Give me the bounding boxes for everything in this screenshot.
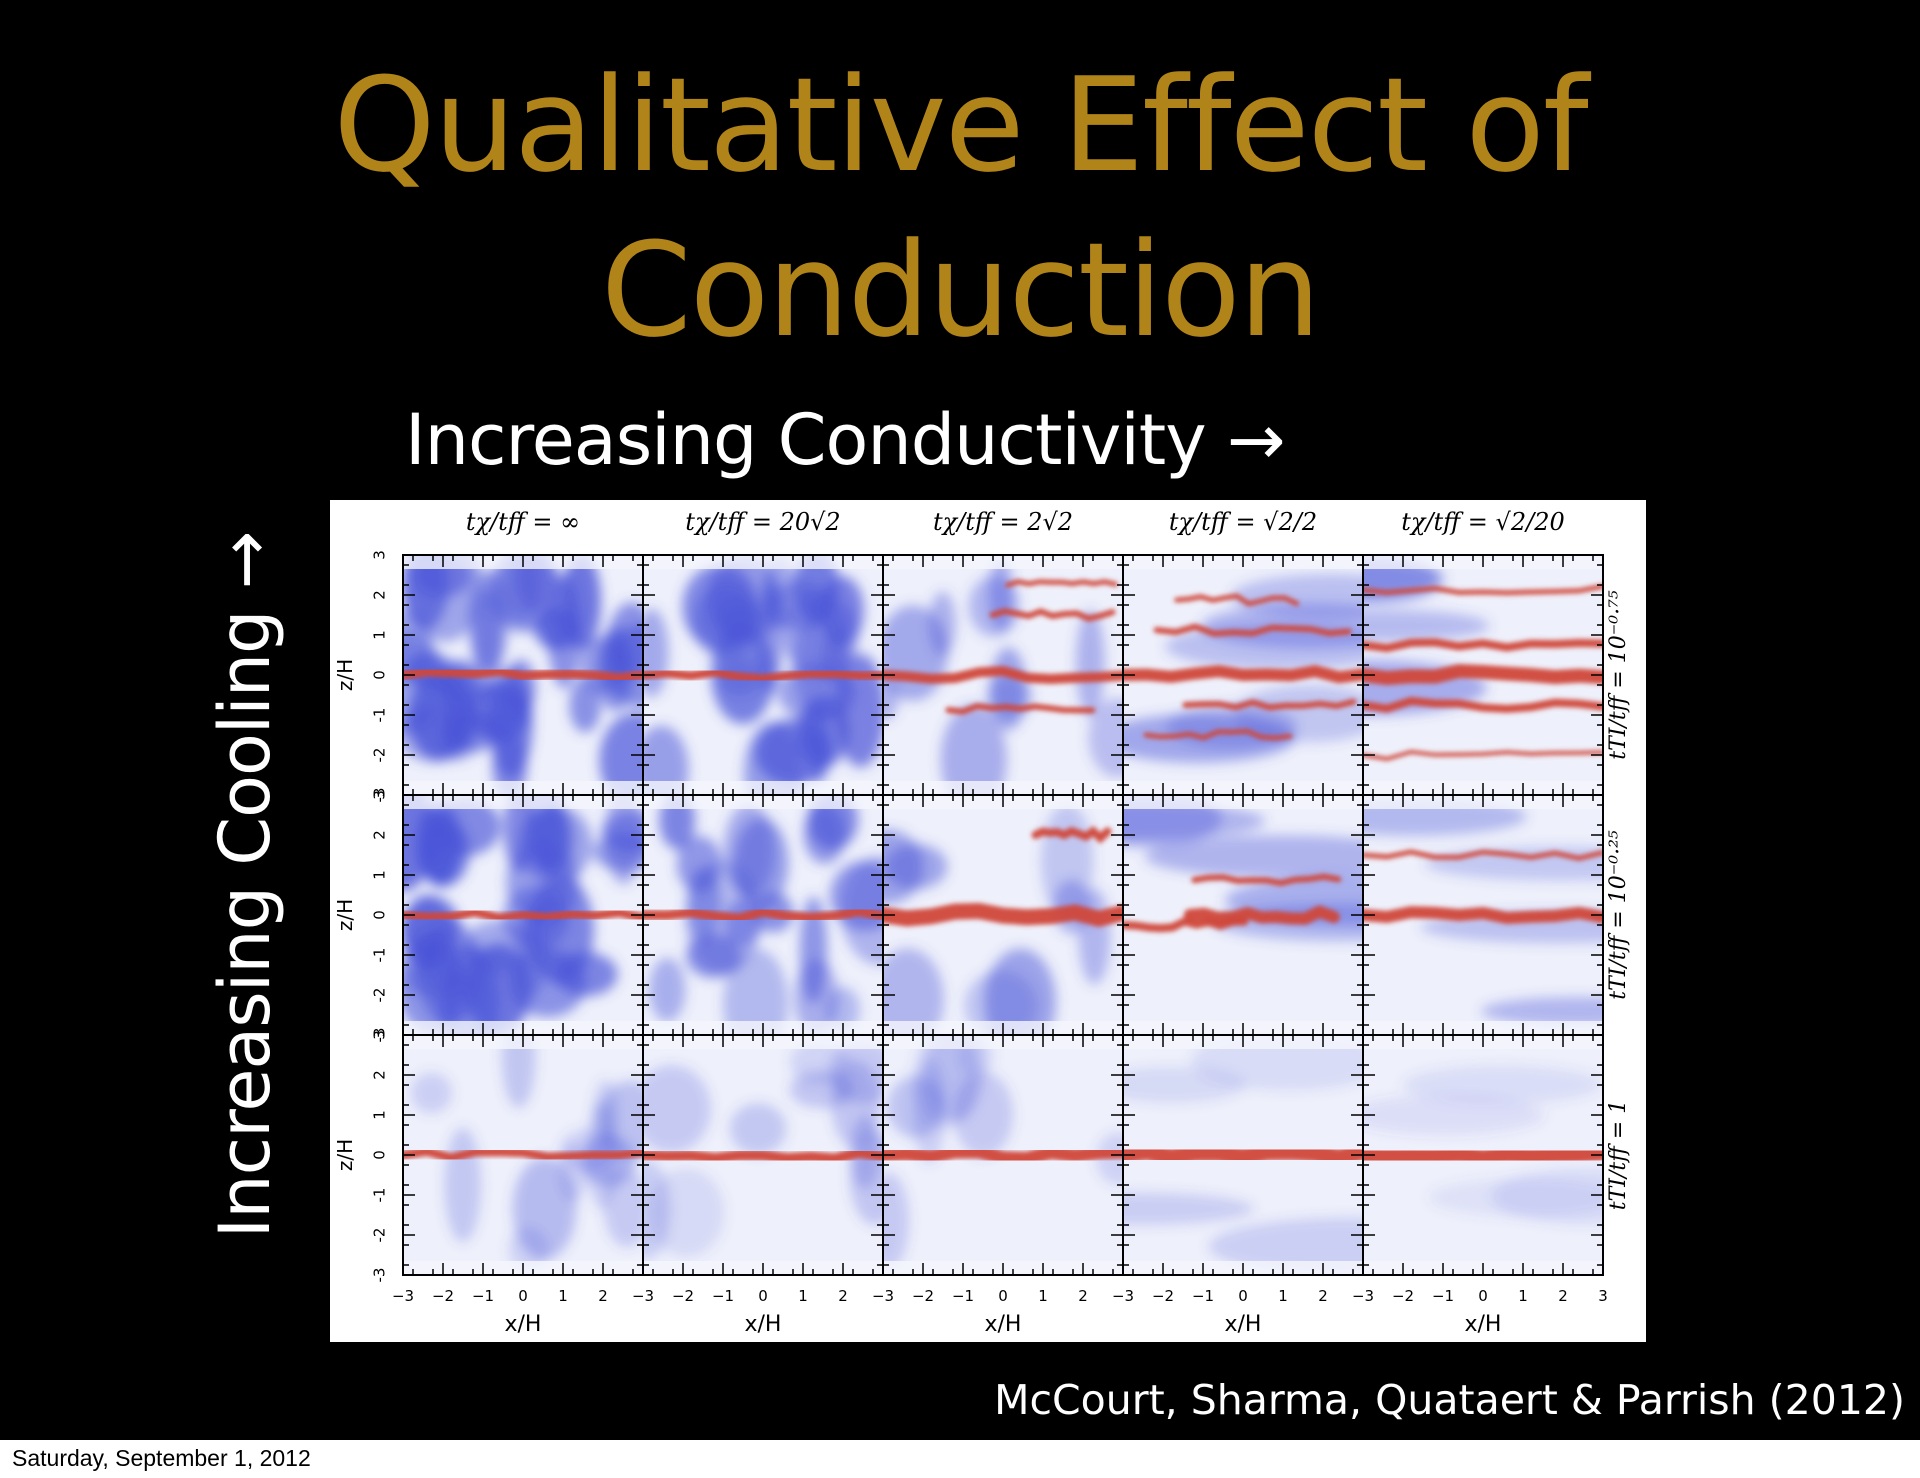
x-tick-label: 1 xyxy=(1038,1287,1048,1305)
y-tick-label: 2 xyxy=(371,830,389,840)
x-tick-label: −1 xyxy=(472,1287,494,1305)
x-axis-label-col-2: x/H xyxy=(745,1312,782,1337)
y-tick-label: -1 xyxy=(371,1188,389,1203)
x-tick-label: 2 xyxy=(838,1287,848,1305)
panel-r1-c5 xyxy=(1363,555,1603,795)
y-tick-label: 3 xyxy=(371,550,389,560)
panel-r3-c3 xyxy=(883,1035,1123,1275)
y-tick-label: 0 xyxy=(371,910,389,920)
x-tick-label: −3 xyxy=(1112,1287,1134,1305)
column-title-1: tχ/tff = ∞ xyxy=(466,508,580,536)
y-axis-label-row-1: z/H xyxy=(333,659,357,691)
y-tick-label: 3 xyxy=(371,790,389,800)
panel-r1-c4 xyxy=(1123,555,1363,795)
x-tick-label: −2 xyxy=(1392,1287,1414,1305)
y-tick-label: -1 xyxy=(371,708,389,723)
panel-r1-c2 xyxy=(643,555,883,795)
y-tick-label: 1 xyxy=(371,1110,389,1120)
y-tick-label: 3 xyxy=(371,1030,389,1040)
x-axis-label-col-3: x/H xyxy=(985,1312,1022,1337)
panel-r3-c5 xyxy=(1363,1035,1603,1275)
panel-r3-c1 xyxy=(403,1035,643,1275)
y-tick-label: 0 xyxy=(371,1150,389,1160)
x-tick-label: −1 xyxy=(952,1287,974,1305)
figure-labels: tχ/tff = ∞ tχ/tff = 20√2 tχ/tff = 2√2 tχ/tf… xyxy=(333,508,1631,1337)
y-axis-label-row-2: z/H xyxy=(333,899,357,931)
panels xyxy=(402,554,1604,1276)
panel-r2-c2 xyxy=(643,795,883,1035)
x-tick-label: −2 xyxy=(672,1287,694,1305)
y-tick-label: -3 xyxy=(371,788,389,803)
row-label-2: tTI/tff = 10⁻⁰·²⁵ xyxy=(1606,830,1631,1000)
slide-title-line-2: Conduction xyxy=(600,214,1321,366)
panel-r1-c1 xyxy=(403,555,643,795)
x-tick-label: 1 xyxy=(798,1287,808,1305)
x-axis-label-col-1: x/H xyxy=(505,1312,542,1337)
panel-r2-c5 xyxy=(1363,795,1603,1035)
increasing-conductivity-label: Increasing Conductivity → xyxy=(405,399,1286,481)
panel-r1-c3 xyxy=(883,555,1123,795)
y-tick-label: 1 xyxy=(371,870,389,880)
panel-r3-c2 xyxy=(643,1035,883,1275)
row-label-3: tTI/tff = 1 xyxy=(1606,1100,1631,1210)
x-tick-label: −2 xyxy=(1152,1287,1174,1305)
x-tick-label: −2 xyxy=(912,1287,934,1305)
x-tick-label: 2 xyxy=(598,1287,608,1305)
increasing-cooling-label: Increasing Cooling → xyxy=(204,531,286,1239)
y-tick-label: 0 xyxy=(371,670,389,680)
x-tick-label: 1 xyxy=(558,1287,568,1305)
x-tick-label: −2 xyxy=(432,1287,454,1305)
panel-r2-c3 xyxy=(883,795,1123,1035)
x-tick-label: 1 xyxy=(1278,1287,1288,1305)
column-title-3: tχ/tff = 2√2 xyxy=(933,508,1073,536)
x-axis-label-col-5: x/H xyxy=(1465,1312,1502,1337)
x-tick-label: 0 xyxy=(1238,1287,1248,1305)
y-axis-label-row-3: z/H xyxy=(333,1139,357,1171)
x-tick-label: 2 xyxy=(1318,1287,1328,1305)
y-tick-label: 1 xyxy=(371,630,389,640)
y-tick-label: -2 xyxy=(371,988,389,1003)
y-tick-label: -3 xyxy=(371,1028,389,1043)
column-title-2: tχ/tff = 20√2 xyxy=(685,508,840,536)
citation: McCourt, Sharma, Quataert & Parrish (201… xyxy=(994,1376,1905,1424)
x-tick-label: −1 xyxy=(712,1287,734,1305)
simulation-panel-grid: tχ/tff = ∞ tχ/tff = 20√2 tχ/tff = 2√2 tχ/tf… xyxy=(330,500,1646,1342)
y-tick-label: 2 xyxy=(371,1070,389,1080)
row-label-1: tTI/tff = 10⁻⁰·⁷⁵ xyxy=(1606,590,1631,760)
y-tick-label: -3 xyxy=(371,1268,389,1283)
x-tick-label: −1 xyxy=(1192,1287,1214,1305)
column-title-4: tχ/tff = √2/2 xyxy=(1169,508,1317,536)
y-tick-label: -1 xyxy=(371,948,389,963)
slide-title-line-1: Qualitative Effect of xyxy=(333,49,1588,201)
slide: Qualitative Effect of Conduction Increas… xyxy=(0,0,1920,1440)
x-tick-label: −3 xyxy=(392,1287,414,1305)
x-axis-label-col-4: x/H xyxy=(1225,1312,1262,1337)
x-tick-label: 2 xyxy=(1558,1287,1568,1305)
panel-r2-c4 xyxy=(1123,795,1363,1035)
x-tick-label: 0 xyxy=(758,1287,768,1305)
y-tick-label: 2 xyxy=(371,590,389,600)
x-tick-label: 0 xyxy=(1478,1287,1488,1305)
x-tick-label: 2 xyxy=(1078,1287,1088,1305)
x-tick-label: 0 xyxy=(998,1287,1008,1305)
x-tick-label: −3 xyxy=(1352,1287,1374,1305)
footer-date: Saturday, September 1, 2012 xyxy=(12,1445,311,1471)
x-tick-label: −3 xyxy=(632,1287,654,1305)
panel-r3-c4 xyxy=(1123,1035,1363,1275)
y-tick-label: -2 xyxy=(371,748,389,763)
x-tick-label: 3 xyxy=(1598,1287,1608,1305)
x-tick-label: 1 xyxy=(1518,1287,1528,1305)
x-tick-label: −1 xyxy=(1432,1287,1454,1305)
column-title-5: tχ/tff = √2/20 xyxy=(1401,508,1564,536)
x-tick-label: 0 xyxy=(518,1287,528,1305)
y-tick-label: -2 xyxy=(371,1228,389,1243)
x-tick-label: −3 xyxy=(872,1287,894,1305)
